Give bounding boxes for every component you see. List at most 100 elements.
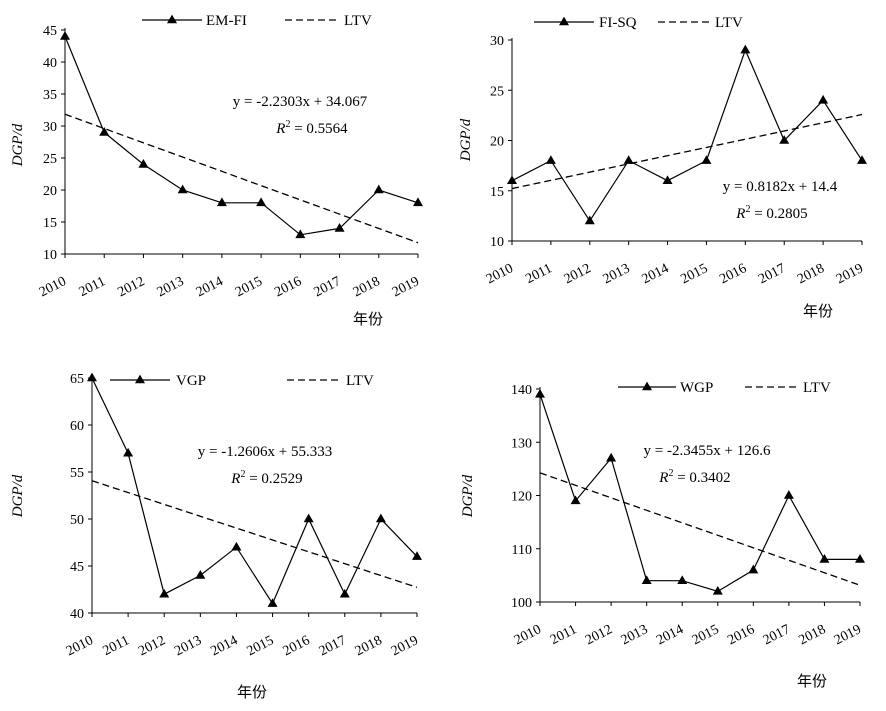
data-point: [857, 155, 867, 164]
data-point: [712, 585, 723, 595]
x-tick-label: 2012: [136, 633, 168, 659]
legend-marker: [135, 374, 145, 384]
data-point: [545, 155, 556, 164]
y-tick-label: 45: [70, 560, 84, 575]
y-tick-label: 120: [511, 490, 532, 505]
legend-label-ltv: LTV: [346, 373, 374, 389]
x-tick-label: 2015: [245, 633, 277, 659]
data-point: [373, 184, 384, 194]
data-point: [779, 135, 790, 144]
x-tick-label: 2017: [317, 633, 349, 659]
y-tick-label: 10: [43, 248, 57, 263]
x-tick-label: 2017: [312, 274, 344, 300]
data-point: [662, 175, 673, 184]
y-tick-label: 35: [43, 88, 57, 103]
r-squared-value: = 0.3402: [673, 470, 730, 486]
y-tick-label: 20: [43, 184, 57, 199]
y-tick-label: 25: [43, 152, 57, 167]
y-tick-label: 130: [511, 436, 532, 451]
data-point: [413, 197, 423, 207]
r-squared: R2 = 0.2805: [735, 204, 807, 222]
data-point: [701, 155, 712, 164]
legend-marker: [559, 16, 569, 26]
data-point: [303, 513, 314, 523]
data-point: [231, 541, 242, 551]
data-point: [677, 575, 688, 584]
r-squared-exponent: 2: [745, 204, 750, 215]
y-tick-label: 20: [490, 135, 504, 150]
data-point: [195, 570, 206, 579]
data-point: [412, 551, 422, 560]
y-tick-label: 40: [43, 56, 57, 71]
x-tick-label: 2017: [756, 261, 788, 287]
y-tick-label: 100: [511, 596, 532, 611]
chart-panel-1: 10 15 20 25 30 35 40 45 2010 2011 2012 2013 2014 2015…: [10, 13, 423, 328]
x-axis-title: 年份: [797, 672, 827, 690]
legend-label-ltv: LTV: [715, 15, 743, 31]
data-point: [159, 588, 170, 598]
x-tick-label: 2015: [233, 274, 265, 300]
series-line-em-fi: [64, 36, 419, 236]
r-squared-exponent: 2: [240, 469, 245, 480]
data-point: [295, 229, 306, 239]
data-point: [123, 447, 134, 457]
r-squared-symbol: R: [658, 470, 668, 486]
data-point: [267, 598, 278, 607]
y-axis-title: DGP/d: [10, 123, 26, 167]
series-line-wgp: [539, 394, 860, 593]
r-squared-symbol: R: [230, 471, 240, 487]
x-tick-label: 2010: [512, 622, 544, 648]
legend-marker: [642, 381, 652, 391]
regression-equation: y = 0.8182x + 14.4: [723, 179, 838, 195]
legend-label-fi-sq: FI-SQ: [599, 15, 637, 31]
data-point: [334, 223, 345, 232]
data-point: [177, 184, 188, 194]
legend-marker: [167, 14, 177, 24]
x-tick-label: 2019: [832, 622, 864, 648]
x-tick-label: 2014: [209, 633, 241, 659]
y-tick-label: 50: [70, 513, 84, 528]
x-axis-title: 年份: [353, 310, 383, 328]
x-tick-label: 2013: [619, 622, 651, 648]
data-point: [570, 495, 581, 505]
legend-label-ltv: LTV: [803, 380, 831, 396]
y-axis-title: DGP/d: [10, 474, 26, 518]
trend-line-ltv: [64, 113, 419, 244]
y-tick-label: 45: [43, 24, 57, 39]
r-squared-value: = 0.2529: [245, 471, 302, 487]
data-point: [216, 197, 227, 207]
x-tick-label: 2013: [601, 261, 633, 287]
chart-panel-3: 40 45 50 55 60 65 2010 2011 2012 2013 2014 2015 2016…: [10, 372, 422, 701]
x-tick-label: 2016: [272, 274, 304, 300]
data-point: [256, 197, 267, 207]
data-point: [783, 490, 794, 499]
regression-equation: y = -2.2303x + 34.067: [233, 94, 368, 110]
x-tick-label: 2011: [77, 274, 108, 300]
x-tick-label: 2012: [583, 622, 615, 648]
chart-panel-2: 10 15 20 25 30 2010 2011 2012 2013 2014 2015 2016 20…: [458, 15, 867, 320]
r-squared-value: = 0.2805: [750, 206, 807, 222]
y-axis-title: DGP/d: [460, 474, 476, 518]
r-squared: R2 = 0.3402: [658, 468, 730, 486]
x-tick-label: 2016: [725, 622, 757, 648]
x-tick-label: 2010: [37, 274, 69, 300]
x-tick-label: 2014: [654, 622, 686, 648]
data-point: [535, 388, 545, 398]
x-tick-label: 2018: [795, 261, 827, 287]
x-tick-label: 2019: [390, 274, 422, 300]
data-point: [375, 513, 386, 523]
data-point: [507, 175, 517, 184]
y-tick-label: 110: [512, 543, 532, 558]
x-tick-label: 2010: [484, 261, 516, 287]
data-point: [87, 372, 97, 382]
x-tick-label: 2011: [101, 633, 132, 659]
data-point: [584, 215, 595, 225]
x-tick-label: 2018: [797, 622, 829, 648]
legend-label-ltv: LTV: [344, 13, 372, 29]
data-point: [60, 31, 70, 40]
x-tick-label: 2018: [351, 274, 383, 300]
data-point: [339, 588, 350, 598]
data-point: [623, 155, 634, 164]
